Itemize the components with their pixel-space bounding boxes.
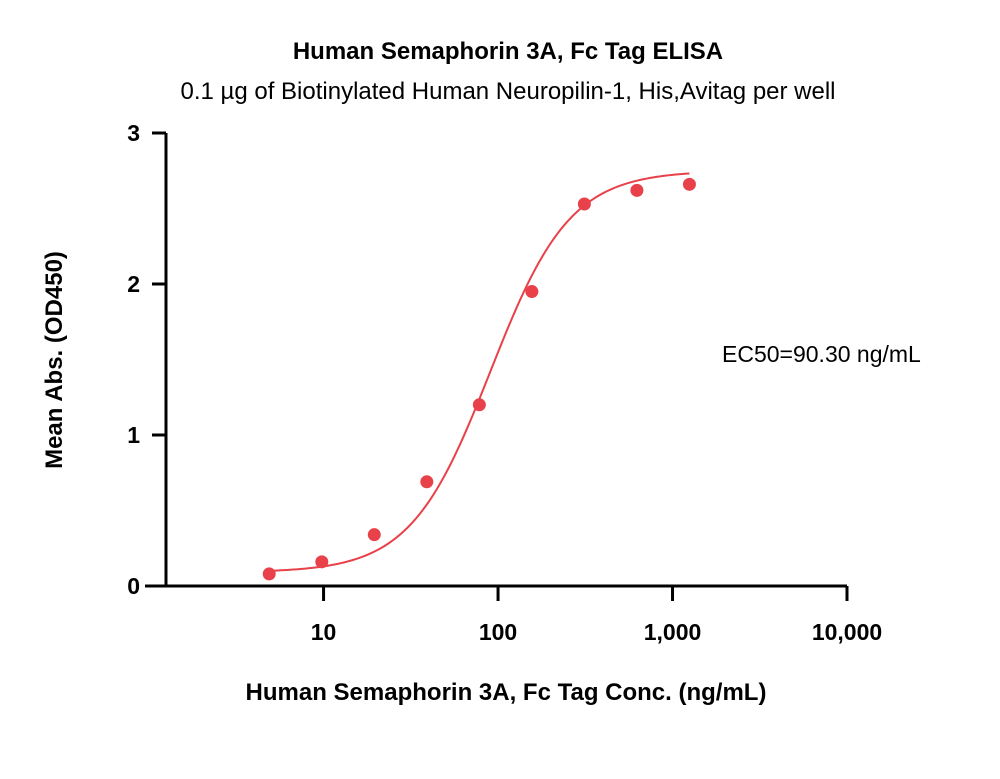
chart-subtitle: 0.1 µg of Biotinylated Human Neuropilin-… <box>180 78 835 105</box>
chart-title: Human Semaphorin 3A, Fc Tag ELISA <box>293 38 723 65</box>
data-point <box>367 528 381 542</box>
data-point <box>525 285 539 299</box>
data-point <box>682 177 696 191</box>
data-point <box>262 567 276 581</box>
plot-area: 0 1 2 3 10 100 1,000 10,000 <box>127 120 882 645</box>
y-tick-label: 1 <box>127 422 140 448</box>
x-tick-label: 10,000 <box>812 619 882 645</box>
y-axis-ticks: 0 1 2 3 <box>127 120 166 599</box>
y-tick-label: 3 <box>127 120 140 146</box>
data-points <box>262 177 696 581</box>
x-tick-label: 100 <box>479 619 517 645</box>
data-point <box>577 197 591 211</box>
ec50-annotation: EC50=90.30 ng/mL <box>722 341 921 367</box>
data-point <box>630 183 644 197</box>
data-point <box>315 555 329 569</box>
x-tick-label: 10 <box>311 619 337 645</box>
x-axis-ticks: 10 100 1,000 10,000 <box>311 586 882 645</box>
data-point <box>472 398 486 412</box>
fit-curve <box>269 172 690 572</box>
y-tick-label: 0 <box>127 573 140 599</box>
x-tick-label: 1,000 <box>644 619 702 645</box>
y-tick-label: 2 <box>127 271 140 297</box>
y-axis-label: Mean Abs. (OD450) <box>41 251 68 469</box>
data-point <box>420 475 434 489</box>
x-axis-label: Human Semaphorin 3A, Fc Tag Conc. (ng/mL… <box>246 679 767 706</box>
